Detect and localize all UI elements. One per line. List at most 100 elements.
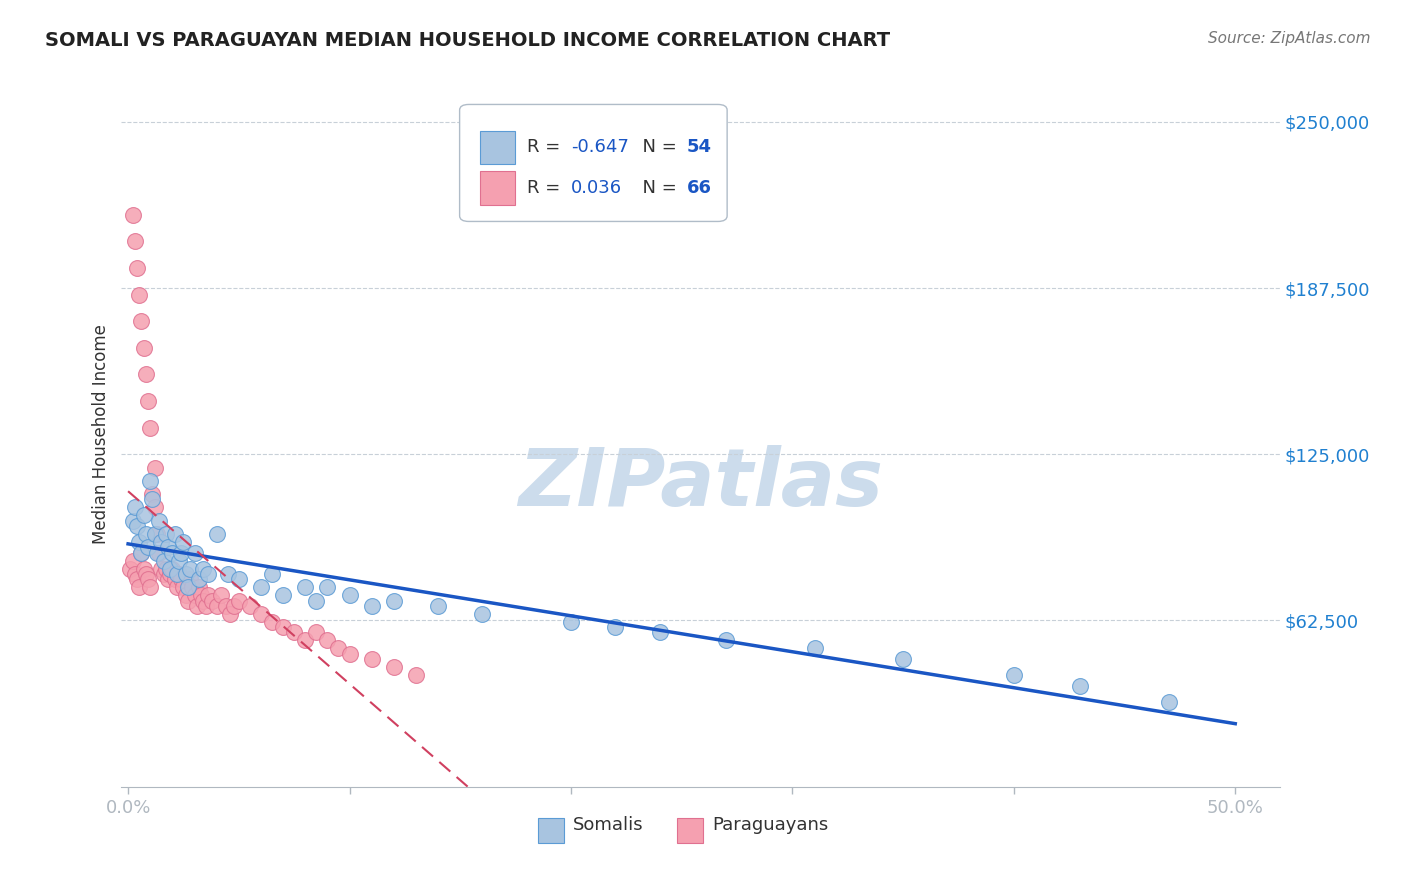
Point	[228, 593, 250, 607]
Point	[143, 500, 166, 515]
Point	[159, 561, 181, 575]
Point	[305, 625, 328, 640]
FancyBboxPatch shape	[460, 104, 727, 221]
Point	[260, 566, 283, 581]
Point	[217, 566, 239, 581]
Text: Paraguayans: Paraguayans	[711, 816, 828, 835]
Point	[166, 580, 188, 594]
Point	[605, 620, 627, 634]
Point	[193, 561, 215, 575]
Point	[143, 460, 166, 475]
Point	[305, 593, 328, 607]
Point	[197, 566, 219, 581]
Point	[205, 599, 228, 613]
Point	[187, 580, 209, 594]
Point	[141, 487, 163, 501]
Point	[1157, 695, 1180, 709]
Point	[163, 572, 186, 586]
Point	[163, 527, 186, 541]
Point	[136, 541, 159, 555]
Point	[167, 566, 190, 581]
FancyBboxPatch shape	[678, 818, 703, 843]
Text: N =: N =	[631, 138, 682, 156]
Point	[316, 633, 339, 648]
Point	[170, 546, 193, 560]
FancyBboxPatch shape	[538, 818, 564, 843]
Point	[124, 235, 146, 249]
Point	[294, 633, 316, 648]
Text: -0.647: -0.647	[571, 138, 628, 156]
Point	[170, 572, 193, 586]
FancyBboxPatch shape	[481, 130, 515, 164]
Point	[283, 625, 305, 640]
Point	[121, 208, 143, 222]
Text: SOMALI VS PARAGUAYAN MEDIAN HOUSEHOLD INCOME CORRELATION CHART: SOMALI VS PARAGUAYAN MEDIAN HOUSEHOLD IN…	[45, 31, 890, 50]
Point	[139, 580, 162, 594]
Text: 54: 54	[686, 138, 711, 156]
Point	[181, 580, 204, 594]
Text: N =: N =	[631, 178, 682, 196]
Point	[648, 625, 671, 640]
Point	[148, 514, 170, 528]
Point	[714, 633, 737, 648]
Point	[177, 580, 200, 594]
Point	[124, 500, 146, 515]
FancyBboxPatch shape	[481, 170, 515, 204]
Point	[139, 420, 162, 434]
Point	[135, 566, 157, 581]
Point	[219, 607, 242, 621]
Point	[405, 668, 427, 682]
Point	[156, 541, 179, 555]
Point	[214, 599, 236, 613]
Point	[128, 287, 150, 301]
Point	[148, 546, 170, 560]
Point	[132, 508, 155, 523]
Point	[150, 561, 173, 575]
Point	[174, 566, 197, 581]
Point	[135, 368, 157, 382]
Text: Source: ZipAtlas.com: Source: ZipAtlas.com	[1208, 31, 1371, 46]
Point	[186, 599, 208, 613]
Point	[183, 588, 205, 602]
Point	[183, 546, 205, 560]
Point	[339, 647, 361, 661]
Point	[177, 593, 200, 607]
Point	[128, 580, 150, 594]
Point	[382, 660, 405, 674]
Point	[162, 561, 184, 575]
Point	[152, 566, 174, 581]
Point	[250, 607, 273, 621]
Point	[271, 588, 294, 602]
Point	[294, 580, 316, 594]
Text: 66: 66	[686, 178, 711, 196]
Point	[803, 641, 825, 656]
Point	[128, 535, 150, 549]
Point	[120, 561, 142, 575]
Point	[228, 572, 250, 586]
Y-axis label: Median Household Income: Median Household Income	[93, 325, 110, 544]
Point	[197, 588, 219, 602]
Point	[143, 527, 166, 541]
Text: Somalis: Somalis	[574, 816, 644, 835]
Point	[121, 514, 143, 528]
Text: R =: R =	[527, 178, 565, 196]
Point	[136, 572, 159, 586]
Point	[174, 588, 197, 602]
Point	[471, 607, 494, 621]
Point	[132, 561, 155, 575]
Point	[560, 615, 582, 629]
Point	[146, 546, 169, 560]
Point	[155, 561, 177, 575]
Point	[131, 546, 153, 560]
Point	[239, 599, 262, 613]
Point	[166, 566, 188, 581]
Point	[136, 394, 159, 409]
Point	[135, 527, 157, 541]
Point	[146, 527, 169, 541]
Point	[156, 572, 179, 586]
Text: R =: R =	[527, 138, 565, 156]
Point	[190, 588, 212, 602]
Point	[150, 535, 173, 549]
Point	[271, 620, 294, 634]
Point	[209, 588, 232, 602]
